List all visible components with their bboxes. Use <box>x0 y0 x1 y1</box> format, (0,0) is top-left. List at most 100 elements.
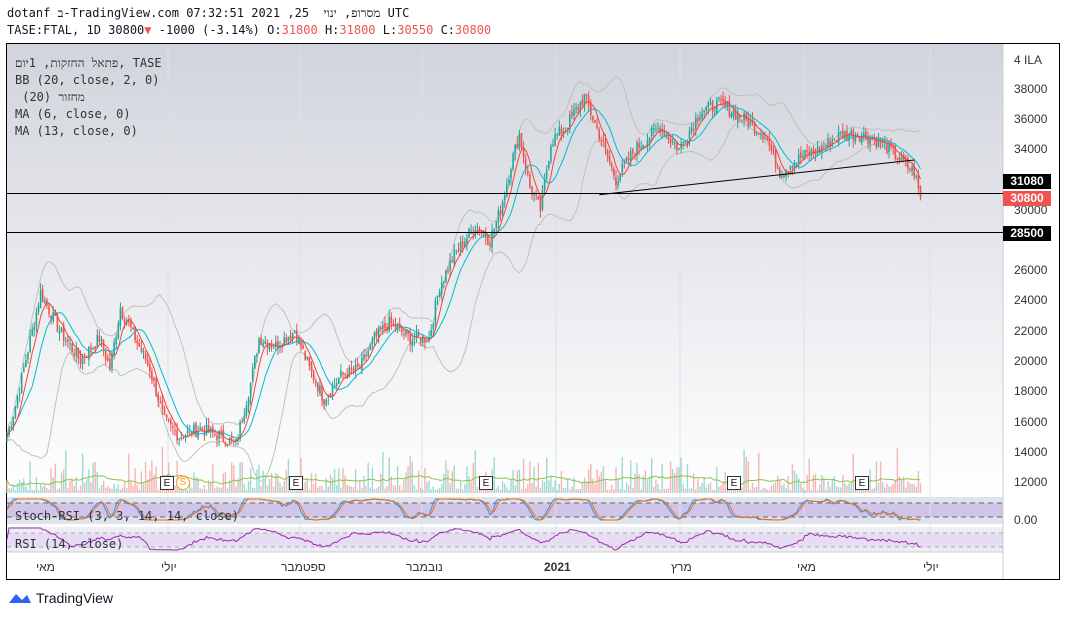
volume-bar <box>262 470 264 493</box>
volume-bar <box>193 472 195 493</box>
candle-body <box>455 250 458 252</box>
split-marker[interactable]: S <box>176 476 190 490</box>
candle-body <box>163 407 166 415</box>
volume-bar <box>693 473 695 493</box>
volume-bar <box>533 467 535 493</box>
volume-bar <box>531 483 533 493</box>
main-pane-bg <box>7 44 1003 495</box>
volume-bar <box>518 469 521 493</box>
candle-body <box>272 347 275 349</box>
candle-body <box>728 101 731 117</box>
volume-bar <box>556 489 558 493</box>
candle-body <box>377 327 380 338</box>
candle-body <box>753 123 756 134</box>
volume-bar <box>115 488 117 493</box>
candle-body <box>915 176 918 178</box>
candle-body <box>199 427 201 430</box>
volume-bar <box>325 478 327 493</box>
candle-body <box>863 132 865 136</box>
open-label: O: <box>267 23 282 37</box>
candle-body <box>623 162 626 164</box>
candle-body <box>716 100 718 114</box>
candle-body <box>625 157 628 162</box>
candle-body <box>499 211 502 216</box>
volume-bar <box>802 487 804 493</box>
tradingview-logo[interactable]: TradingView <box>8 590 113 606</box>
volume-bar <box>436 489 439 493</box>
volume-bar <box>336 485 338 493</box>
candle-body <box>527 170 529 174</box>
candle-body <box>531 186 533 196</box>
candle-body <box>373 332 376 339</box>
candle-body <box>480 230 483 233</box>
candle-body <box>191 431 193 435</box>
volume-bar <box>529 461 531 493</box>
volume-ma-line <box>6 473 921 487</box>
volume-bar <box>216 486 218 493</box>
candle-body <box>27 352 29 360</box>
volume-bar <box>816 489 819 493</box>
candle-body <box>816 146 819 156</box>
candle-body <box>699 117 701 120</box>
candle-body <box>165 415 168 418</box>
candle-body <box>170 419 172 425</box>
candle-body <box>747 117 750 128</box>
candle-body <box>258 338 260 354</box>
candle-body <box>556 134 558 136</box>
candle-body <box>909 168 911 170</box>
volume-bar <box>12 484 14 493</box>
volume-bar <box>873 487 875 493</box>
earnings-marker[interactable]: E <box>855 476 869 490</box>
earnings-marker[interactable]: E <box>727 476 741 490</box>
candle-body <box>415 331 418 339</box>
candle-body <box>159 401 162 403</box>
volume-bar <box>212 464 214 493</box>
volume-bar <box>550 476 552 493</box>
volume-bar <box>130 480 132 493</box>
volume-bar <box>621 456 623 493</box>
candle-body <box>785 169 787 176</box>
candle-body <box>306 357 309 359</box>
candle-body <box>781 175 783 177</box>
volume-bar <box>617 478 619 493</box>
volume-bar <box>405 472 407 493</box>
volume-bar <box>46 487 48 493</box>
volume-bar <box>285 470 287 493</box>
volume-bar <box>705 487 707 493</box>
volume-bar <box>882 482 884 493</box>
candle-body <box>136 340 138 344</box>
earnings-marker[interactable]: E <box>479 476 493 490</box>
bb-upper-line <box>6 76 921 437</box>
candle-body <box>422 335 424 343</box>
volume-bar <box>894 481 896 493</box>
volume-bar <box>598 475 600 493</box>
earnings-marker[interactable]: E <box>160 476 174 490</box>
earnings-marker[interactable]: E <box>289 476 303 490</box>
candle-body <box>430 330 432 337</box>
candle-body <box>682 141 684 143</box>
volume-bar <box>592 479 594 493</box>
candle-body <box>732 110 735 116</box>
volume-bar <box>378 486 380 493</box>
candle-body <box>260 338 262 346</box>
volume-bar <box>453 465 455 493</box>
candle-body <box>619 174 621 181</box>
candle-body <box>575 107 577 109</box>
volume-bar <box>279 482 281 493</box>
candle-body <box>468 228 470 238</box>
price-tag-31080: 31080 <box>1003 174 1051 189</box>
ma6-line <box>6 100 921 443</box>
volume-bar <box>646 480 649 493</box>
candle-body <box>321 385 323 400</box>
volume-bar <box>109 488 111 493</box>
candle-body <box>711 101 714 112</box>
candle-body <box>283 337 285 346</box>
volume-bar <box>203 485 206 493</box>
volume-bar <box>884 487 886 493</box>
volume-bar <box>751 482 754 493</box>
chart-frame[interactable] <box>6 43 1060 580</box>
volume-bar <box>590 463 592 493</box>
volume-bar <box>331 477 334 493</box>
volume-bar <box>371 467 374 493</box>
